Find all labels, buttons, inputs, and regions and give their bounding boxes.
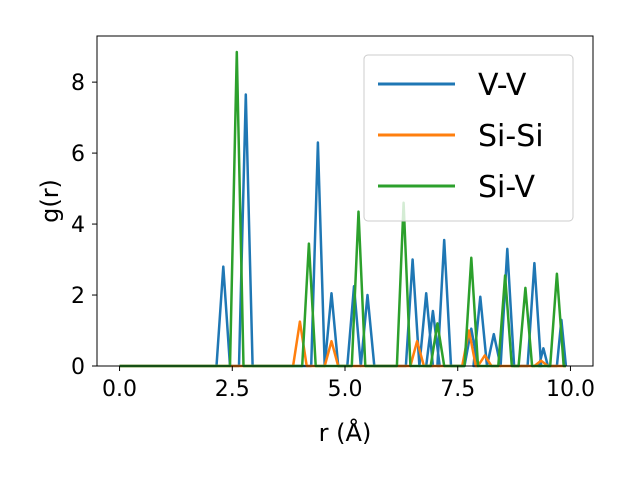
legend-label-si-si: Si-Si (478, 119, 544, 154)
series-line-si-v (119, 50, 566, 368)
legend-label-si-v: Si-V (478, 170, 535, 205)
y-tick-label: 4 (71, 213, 85, 238)
y-axis-label: g(r) (36, 179, 64, 223)
x-tick-label: 2.5 (215, 377, 250, 402)
x-tick-label: 7.5 (440, 377, 475, 402)
y-tick-label: 2 (71, 284, 85, 309)
y-tick-label: 0 (71, 355, 85, 380)
x-tick-label: 10.0 (546, 377, 595, 402)
legend-label-v-v: V-V (478, 68, 527, 103)
y-tick-label: 8 (71, 71, 85, 96)
y-axis: 0 2 4 6 8 (71, 71, 97, 380)
legend: V-V Si-Si Si-V (363, 54, 574, 222)
x-axis-label: r (Å) (319, 418, 372, 447)
x-tick-label: 5.0 (328, 377, 363, 402)
legend-box (363, 54, 574, 222)
x-tick-label: 0.0 (102, 377, 137, 402)
x-axis: 0.0 2.5 5.0 7.5 10.0 (102, 366, 595, 402)
y-tick-label: 6 (71, 142, 85, 167)
